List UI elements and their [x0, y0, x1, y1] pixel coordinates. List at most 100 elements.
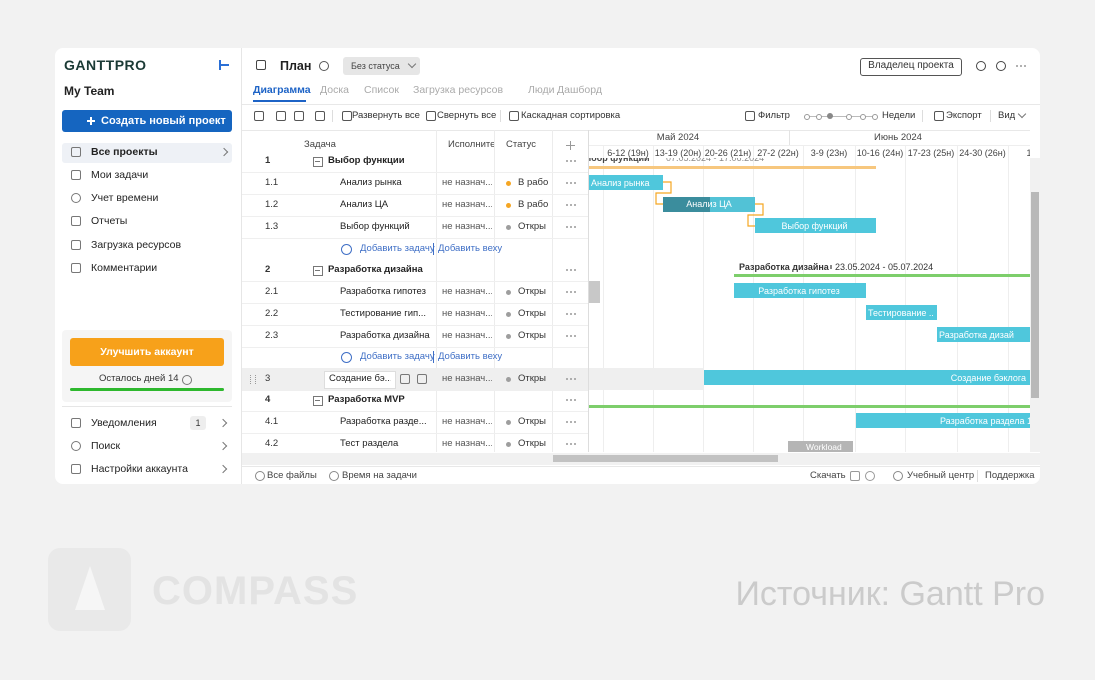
- bottom-nav-item[interactable]: Уведомления: [91, 417, 157, 429]
- bar-label[interactable]: Тестирование ...: [868, 307, 933, 318]
- status: Откры: [518, 438, 547, 449]
- icon: [276, 111, 286, 121]
- status: В рабо: [518, 199, 548, 210]
- separator-dot: [830, 265, 832, 269]
- row-number: 1.3: [265, 221, 279, 232]
- assignee: не назнач...: [442, 308, 492, 319]
- divider: [62, 406, 232, 407]
- more-icon: [570, 226, 572, 228]
- upgrade-button[interactable]: [70, 338, 224, 366]
- status-label[interactable]: Без статуса: [351, 61, 400, 71]
- row-line: [242, 281, 588, 282]
- create-project-label[interactable]: Создать новый проект: [101, 115, 226, 127]
- task-name[interactable]: Анализ ЦА: [340, 199, 389, 210]
- tab[interactable]: Список: [364, 84, 399, 96]
- footer-link[interactable]: Учебный центр: [907, 470, 975, 481]
- task-name[interactable]: Выбор функций: [340, 221, 410, 232]
- task-name[interactable]: Анализ рынка: [340, 177, 402, 188]
- more-icon: [574, 226, 576, 228]
- group-dates: 07.05.2024 - 17.06.2024: [666, 158, 765, 163]
- add-task[interactable]: Добавить задачу: [360, 243, 435, 254]
- separator: [433, 243, 434, 255]
- task-name[interactable]: Разработка разде...: [340, 416, 427, 427]
- task-name[interactable]: Разработка дизайна: [340, 330, 430, 341]
- bar-label[interactable]: Создание бэклога: [950, 372, 1026, 383]
- slider-dot: [860, 114, 866, 120]
- owner-label[interactable]: Владелец проекта: [868, 60, 954, 71]
- slider-dot: [872, 114, 878, 120]
- bar-label[interactable]: Анализ ЦА: [686, 199, 732, 209]
- task-name[interactable]: Выбор функции: [328, 156, 405, 166]
- footer-link[interactable]: Все файлы: [267, 470, 317, 481]
- nav-item[interactable]: Все проекты: [91, 146, 158, 158]
- bottom-nav-item[interactable]: Настройки аккаунта: [91, 463, 188, 475]
- nav-item[interactable]: Комментарии: [91, 262, 158, 274]
- tab[interactable]: Диаграмма: [253, 84, 311, 96]
- workload-label[interactable]: Workload: [806, 442, 842, 452]
- icon: [71, 263, 81, 273]
- status-pill[interactable]: [343, 57, 420, 75]
- assignee: не назнач...: [442, 286, 492, 297]
- row-number: 1: [265, 156, 271, 166]
- icon: [71, 240, 81, 250]
- footer-link[interactable]: Скачать: [810, 470, 846, 481]
- row-line: [242, 216, 588, 217]
- tab[interactable]: Загрузка ресурсов: [413, 84, 504, 96]
- toolbar-item[interactable]: Свернуть все: [437, 110, 497, 121]
- h-scroll-thumb[interactable]: [553, 455, 778, 462]
- toolbar-item[interactable]: Фильтр: [758, 110, 790, 121]
- week-line: [803, 145, 804, 452]
- task-name[interactable]: Разработка гипотез: [340, 286, 426, 297]
- bottom-nav-item[interactable]: Поиск: [91, 440, 121, 452]
- tab[interactable]: Дашборд: [557, 84, 602, 96]
- tab[interactable]: Люди: [528, 84, 555, 96]
- footer-link[interactable]: Время на задачи: [342, 470, 417, 481]
- row-line: [242, 433, 588, 434]
- more-icon: [570, 335, 572, 337]
- add-task[interactable]: Добавить задачу: [360, 351, 435, 362]
- task-name[interactable]: Создание бэ...: [329, 373, 391, 384]
- task-name[interactable]: Разработка дизайна: [328, 264, 423, 275]
- upgrade-label[interactable]: Улучшить аккаунт: [100, 346, 194, 358]
- nav-item[interactable]: Загрузка ресурсов: [91, 239, 182, 251]
- toolbar-item[interactable]: Развернуть все: [352, 110, 420, 121]
- separator: [500, 110, 501, 122]
- bar-label[interactable]: Разработка гипотез: [758, 285, 840, 296]
- nav-item[interactable]: Мои задачи: [91, 169, 149, 181]
- nav-item[interactable]: Учет времени: [91, 192, 159, 204]
- toolbar-item[interactable]: Экспорт: [946, 110, 982, 121]
- task-name[interactable]: Тест раздела: [340, 438, 399, 449]
- bar-label[interactable]: Разработка дизай: [939, 329, 1014, 340]
- tab[interactable]: Доска: [320, 84, 349, 96]
- icon: [71, 147, 81, 157]
- task-name[interactable]: Разработка MVP: [328, 394, 405, 405]
- toolbar-item[interactable]: Недели: [882, 110, 916, 121]
- assignee: не назнач...: [442, 221, 492, 232]
- notifications-badge: 1: [190, 416, 206, 430]
- separator: [990, 110, 991, 122]
- status-dot: [506, 202, 511, 208]
- assignee: не назнач...: [442, 177, 492, 188]
- team-name: My Team: [64, 84, 115, 98]
- icon: [315, 111, 325, 121]
- status-dot: [506, 224, 511, 230]
- more-icon: [566, 204, 568, 206]
- bar-label[interactable]: Выбор функций: [781, 220, 848, 231]
- owner-button[interactable]: [860, 58, 962, 76]
- footer-link[interactable]: Поддержка: [985, 470, 1035, 481]
- add-milestone[interactable]: Добавить веху: [438, 351, 503, 362]
- v-scroll-thumb[interactable]: [1031, 192, 1039, 398]
- toolbar-item[interactable]: Каскадная сортировка: [521, 110, 621, 121]
- nav-item[interactable]: Отчеты: [91, 215, 128, 227]
- toolbar-item[interactable]: Вид: [998, 110, 1016, 121]
- month: Июнь 2024: [874, 132, 922, 143]
- task-name[interactable]: Тестирование гип...: [340, 308, 427, 319]
- divider: [589, 145, 1030, 146]
- create-project-button[interactable]: [62, 110, 232, 132]
- bar-label[interactable]: Анализ рынка: [591, 177, 650, 188]
- bar-label[interactable]: Разработка раздела 1: [939, 415, 1030, 426]
- week-line: [1008, 145, 1009, 452]
- row-line: [242, 172, 588, 173]
- separator: [922, 110, 923, 122]
- add-milestone[interactable]: Добавить веху: [438, 243, 503, 254]
